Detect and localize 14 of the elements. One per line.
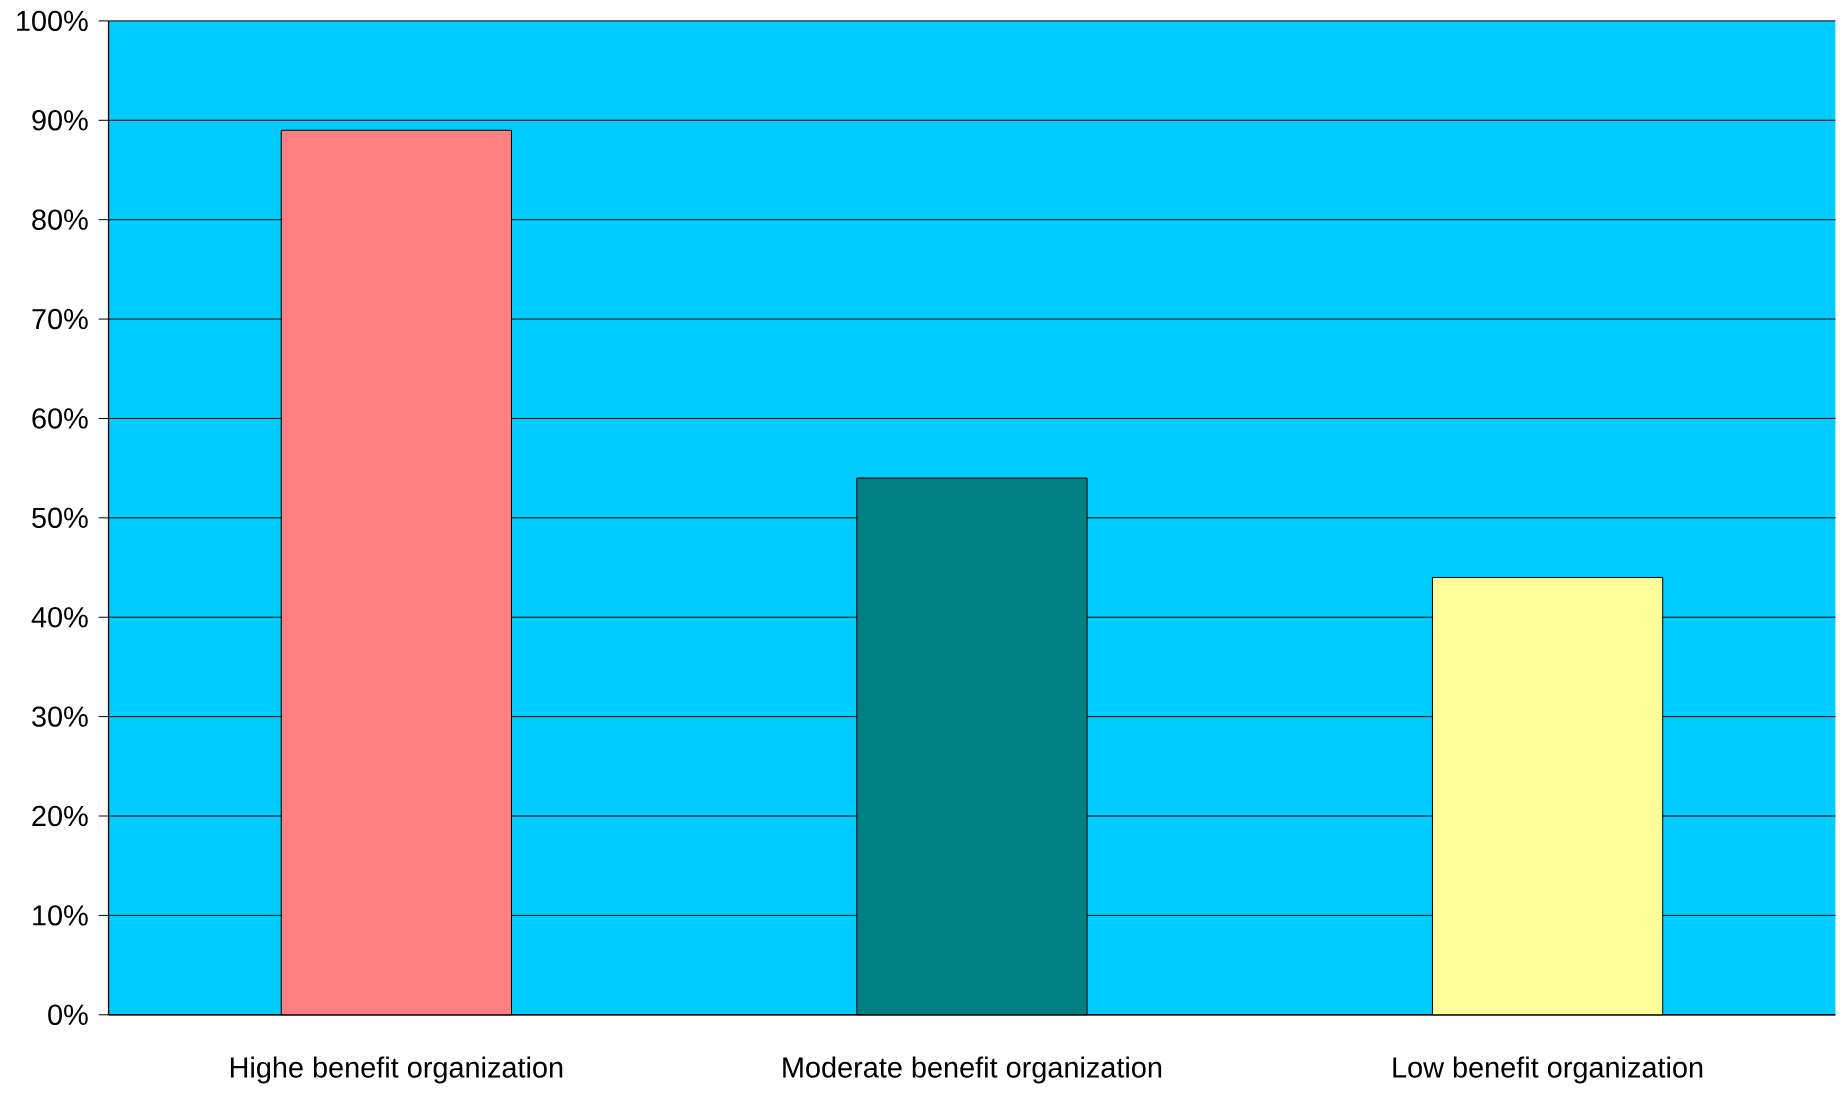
x-tick-label: Moderate benefit organization [783, 1056, 1162, 1084]
y-tick-label: 30% [32, 706, 88, 727]
y-tick-label: 70% [32, 308, 88, 330]
x-tick-label: Highe benefit organization [230, 1056, 563, 1084]
y-tick-label: 20% [32, 805, 88, 827]
y-tick-label: 60% [32, 408, 88, 429]
x-tick-label: Low benefit organization [1393, 1056, 1703, 1084]
y-tick-label: 50% [32, 507, 88, 529]
y-tick-label: 10% [33, 905, 88, 926]
y-tick-label: 40% [31, 606, 88, 628]
y-tick-label: 0% [48, 1004, 88, 1025]
y-tick-label: 80% [32, 209, 88, 230]
y-tick-label: 100% [17, 10, 88, 32]
y-tick-label: 90% [32, 110, 88, 131]
